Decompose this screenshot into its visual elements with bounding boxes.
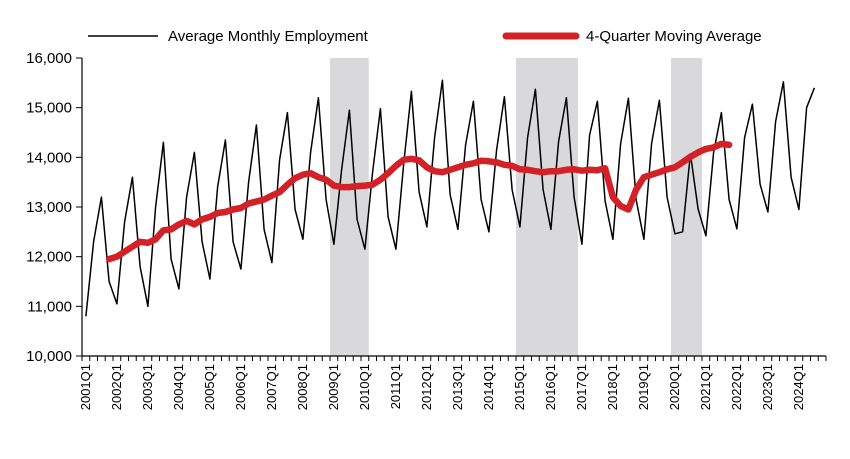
- x-tick-label: 2018Q1: [605, 364, 620, 410]
- x-tick-label: 2014Q1: [481, 364, 496, 410]
- x-tick-label: 2015Q1: [512, 364, 527, 410]
- x-tick-label: 2004Q1: [171, 364, 186, 410]
- y-axis-ticks: 10,000 11,000 12,000 13,000 14,000 15,000 16,0…: [26, 50, 82, 365]
- legend-label-moving-average: 4-Quarter Moving Average: [586, 28, 762, 45]
- series-line-employment: [85, 79, 816, 317]
- shaded-period-1: [330, 58, 369, 356]
- x-tick-label: 2021Q1: [698, 364, 713, 410]
- x-tick-label: 2006Q1: [233, 364, 248, 410]
- x-tick-label: 2013Q1: [450, 364, 465, 410]
- x-tick-label: 2023Q1: [760, 364, 775, 410]
- x-tick-label: 2011Q1: [388, 364, 403, 409]
- x-tick-label: 2002Q1: [109, 364, 124, 410]
- series-lines: [85, 79, 816, 317]
- y-tick-label: 11,000: [27, 298, 72, 315]
- y-tick-label: 12,000: [26, 249, 72, 266]
- y-tick-label: 13,000: [26, 199, 72, 216]
- x-tick-label: 2001Q1: [78, 364, 93, 410]
- y-tick-label: 10,000: [26, 348, 72, 365]
- y-tick-label: 15,000: [26, 100, 72, 117]
- y-tick-label: 14,000: [26, 149, 72, 166]
- legend: Average Monthly Employment 4-Quarter Mov…: [88, 28, 762, 45]
- x-tick-label: 2017Q1: [574, 364, 589, 410]
- x-tick-label: 2019Q1: [636, 364, 651, 410]
- x-tick-label: 2010Q1: [357, 364, 372, 410]
- x-tick-label: 2009Q1: [326, 364, 341, 410]
- x-tick-label: 2024Q1: [791, 364, 806, 410]
- legend-label-employment: Average Monthly Employment: [168, 28, 369, 45]
- x-tick-label: 2016Q1: [543, 364, 558, 410]
- shaded-period-3: [671, 58, 702, 356]
- x-tick-label: 2020Q1: [667, 364, 682, 410]
- x-tick-label: 2005Q1: [202, 364, 217, 410]
- y-tick-label: 16,000: [26, 50, 72, 67]
- x-axis-ticks: 2001Q1 2002Q1 2003Q1 2004Q1 2005Q1 2006Q1 2007…: [78, 356, 827, 410]
- x-tick-label: 2022Q1: [729, 364, 744, 410]
- x-tick-label: 2003Q1: [140, 364, 155, 410]
- x-tick-label: 2008Q1: [295, 364, 310, 410]
- x-tick-label: 2012Q1: [419, 364, 434, 410]
- series-line-moving-average: [105, 140, 733, 263]
- x-tick-label: 2007Q1: [264, 364, 279, 410]
